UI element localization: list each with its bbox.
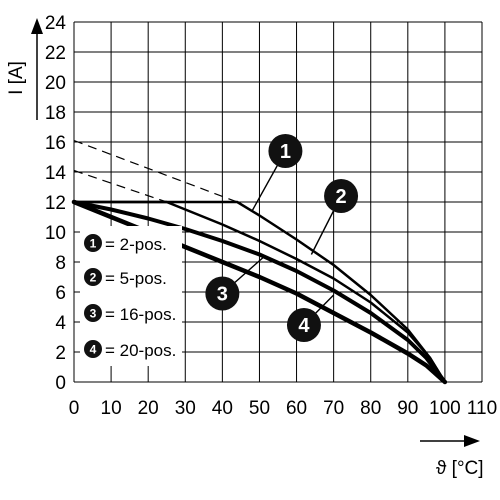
x-tick-label-3: 30 [175,398,196,419]
y-tick-label-10: 20 [45,73,66,94]
legend-badge-4 [84,340,102,358]
y-axis-arrowhead-icon [31,18,43,34]
x-tick-label-8: 80 [360,398,381,419]
legend-entry-1: 1 = 2-pos. [84,234,167,254]
callout-label-1: 1 [280,141,291,163]
y-tick-label-6: 12 [45,193,66,214]
y-tick-label-8: 16 [45,133,66,154]
callout-label-2: 2 [335,186,346,208]
series-line-2 [72,200,447,384]
callout-badge-1 [268,134,303,168]
callout-label-4: 4 [298,315,310,337]
legend: 1 = 2-pos. 2 = 5-pos. 3 = 16-pos. 4 = 20… [80,226,182,366]
legend-label-1: = 2-pos. [105,235,167,254]
legend-badge-4-text: 4 [90,343,97,357]
y-axis-label: I [A] [6,61,27,95]
x-tick-label-6: 60 [286,398,307,419]
y-tick-label-2: 4 [55,313,66,334]
legend-label-4: = 20-pos. [105,341,176,360]
callout-label-3: 3 [217,284,228,306]
legend-badge-2 [84,268,102,286]
y-tick-label-5: 10 [45,223,66,244]
x-tick-label-0: 0 [69,398,80,419]
x-tick-label-7: 70 [323,398,344,419]
grid [73,21,483,383]
series-callouts: 1 2 3 4 [205,134,359,342]
callout-badge-3 [205,276,240,311]
x-tick-label-9: 90 [397,398,418,419]
y-tick-label-9: 18 [45,103,66,124]
legend-badge-3-text: 3 [90,307,97,321]
series-line-3 [72,200,447,384]
x-tick-label-2: 20 [138,398,159,419]
y-tick-label-0: 0 [55,373,66,394]
dashed-extension-2 [73,169,167,203]
y-axis-title: I [A] [6,18,43,120]
y-tick-label-1: 2 [55,343,66,364]
y-tick-label-11: 22 [45,43,66,64]
x-tick-label-11: 110 [467,398,497,419]
y-tick-label-12: 24 [45,13,67,34]
legend-badge-1-text: 1 [90,237,97,251]
legend-badge-3 [84,304,102,322]
legend-label-3: = 16-pos. [105,305,176,324]
y-tick-label-7: 14 [45,163,67,184]
x-axis-arrowhead-icon [464,435,480,447]
legend-badge-2-text: 2 [90,271,97,285]
dashed-extension-lines [73,139,238,203]
x-tick-labels: 0 10 20 30 40 50 60 70 80 90 100 110 [69,398,497,419]
x-axis-label: ϑ [°C] [436,458,484,479]
y-tick-label-4: 8 [55,253,66,274]
callout-badge-2 [324,179,359,213]
y-tick-label-3: 6 [55,283,66,304]
callout-badge-4 [286,308,321,342]
x-axis-title: ϑ [°C] [420,435,484,479]
legend-entry-3: 3 = 16-pos. [84,304,176,324]
legend-label-2: = 5-pos. [105,269,167,288]
x-tick-label-5: 50 [249,398,270,419]
x-tick-label-1: 10 [101,398,122,419]
x-tick-label-10: 100 [429,398,461,419]
legend-entry-4: 4 = 20-pos. [84,340,176,360]
dashed-extension-1 [73,139,238,203]
x-tick-label-4: 40 [212,398,233,419]
legend-entry-2: 2 = 5-pos. [84,268,167,288]
legend-badge-1 [84,234,102,252]
